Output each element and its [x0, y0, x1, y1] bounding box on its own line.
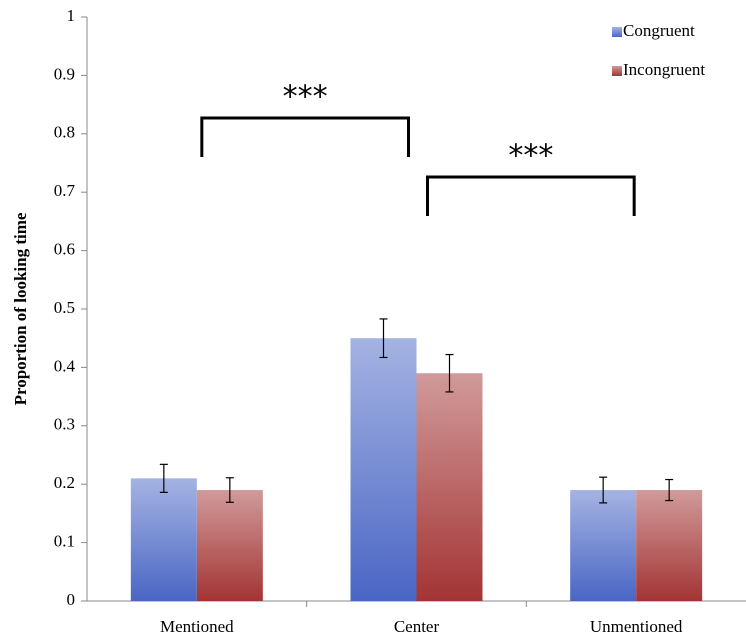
y-tick-label: 1 [67, 6, 76, 25]
legend-label: Congruent [623, 21, 695, 40]
legend-swatch [612, 66, 622, 76]
error-bar [665, 478, 674, 502]
legend-swatch [612, 27, 622, 37]
significance-bracket [200, 116, 410, 157]
error-bar [159, 463, 168, 493]
y-tick-label: 0.3 [54, 415, 75, 434]
significance-bracket [426, 175, 636, 216]
bar [350, 338, 417, 601]
y-axis-label: Proportion of looking time [11, 212, 30, 405]
legend-label: Incongruent [623, 60, 705, 79]
y-tick-label: 0.4 [54, 356, 76, 375]
y-tick-label: 0 [67, 590, 76, 609]
error-bar [379, 318, 388, 359]
x-tick-label: Center [394, 617, 440, 636]
y-tick-label: 0.8 [54, 123, 75, 142]
y-tick-label: 0.2 [54, 473, 75, 492]
significance-label: *** [508, 139, 553, 174]
y-tick-label: 0.1 [54, 532, 75, 551]
significance-label: *** [283, 80, 328, 115]
y-tick-label: 0.5 [54, 298, 75, 317]
bar [130, 478, 197, 601]
error-bar [445, 353, 454, 393]
bar [416, 373, 483, 601]
error-bar [225, 477, 234, 503]
x-tick-label: Mentioned [160, 617, 234, 636]
bar [196, 490, 263, 601]
x-tick-label: Unmentioned [590, 617, 683, 636]
y-tick-label: 0.7 [54, 181, 76, 200]
error-bar [599, 476, 608, 504]
bar [636, 490, 703, 601]
y-tick-label: 0.9 [54, 64, 75, 83]
y-tick-label: 0.6 [54, 240, 75, 259]
bar [570, 490, 637, 601]
